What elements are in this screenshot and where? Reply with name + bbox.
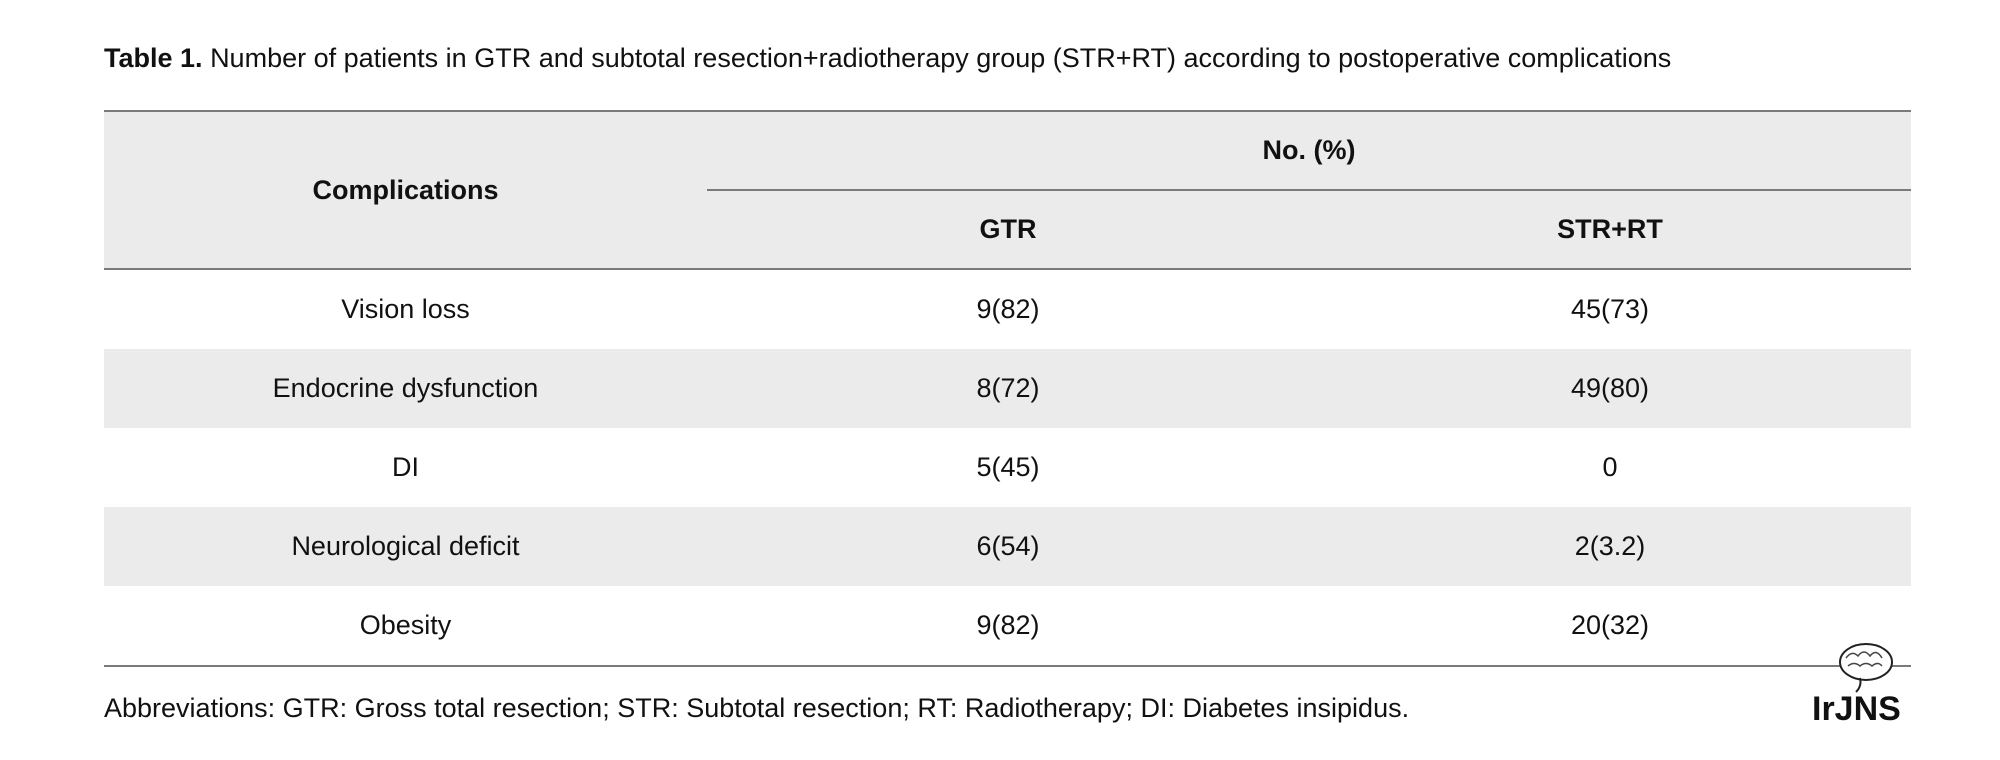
header-gtr: GTR	[707, 190, 1309, 270]
cell-str-rt: 20(32)	[1570, 610, 1650, 640]
cell-complication: DI	[392, 452, 419, 482]
cell-gtr: 9(82)	[976, 294, 1040, 324]
cell-complication: Vision loss	[341, 294, 470, 324]
cell-str-rt: 49(80)	[1309, 349, 1912, 428]
complications-table-container: Complications No. (%) GTR STR+RT Vision …	[104, 110, 1912, 667]
complications-table: Complications No. (%) GTR STR+RT Vision …	[104, 110, 1912, 667]
header-complications: Complications	[104, 111, 707, 270]
header-str-rt: STR+RT	[1309, 190, 1912, 270]
cell-complication: Neurological deficit	[104, 507, 707, 586]
cell-gtr: 8(72)	[707, 349, 1309, 428]
caption-label: Table 1.	[104, 43, 203, 73]
table-row: DI 5(45) 0	[104, 428, 1911, 507]
cell-complication: Endocrine dysfunction	[104, 349, 707, 428]
table-row: Obesity 9(82) 20(32)	[104, 586, 1911, 666]
cell-gtr: 5(45)	[976, 452, 1040, 482]
table-row: Vision loss 9(82) 45(73)	[104, 269, 1911, 349]
table-caption: Table 1. Number of patients in GTR and s…	[104, 38, 1924, 78]
cell-gtr: 9(82)	[976, 610, 1040, 640]
cell-str-rt: 2(3.2)	[1309, 507, 1912, 586]
header-no-percent: No. (%)	[707, 111, 1912, 191]
journal-logo: IrJNS	[1810, 640, 1914, 728]
caption-text: Number of patients in GTR and subtotal r…	[210, 43, 1672, 73]
table-row: Neurological deficit 6(54) 2(3.2)	[104, 507, 1912, 586]
cell-gtr: 6(54)	[707, 507, 1309, 586]
cell-str-rt: 0	[1602, 452, 1618, 482]
logo-text: IrJNS	[1812, 690, 1901, 724]
table-row: Endocrine dysfunction 8(72) 49(80)	[104, 349, 1912, 428]
table-footnote: Abbreviations: GTR: Gross total resectio…	[104, 693, 1410, 723]
cell-str-rt: 45(73)	[1570, 294, 1650, 324]
cell-complication: Obesity	[359, 610, 452, 640]
brain-logo-icon: IrJNS	[1812, 643, 1901, 728]
